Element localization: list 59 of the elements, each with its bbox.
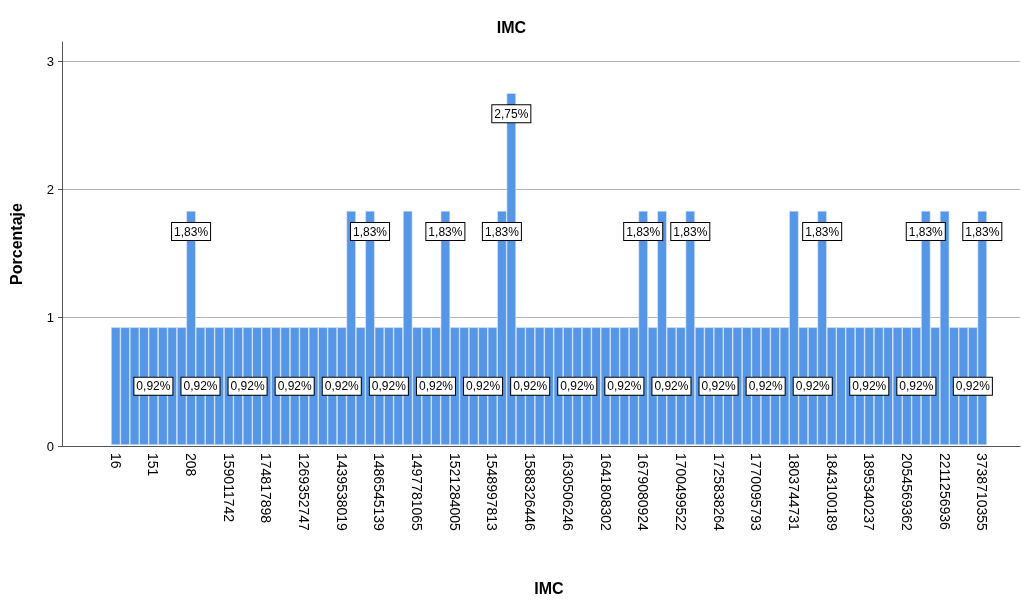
data-label: 0,92% <box>230 379 265 394</box>
data-label: 1,83% <box>805 224 840 239</box>
data-label: 0,92% <box>466 379 501 394</box>
x-tick-label: 1269352747 <box>296 453 313 532</box>
data-label: 0,92% <box>955 379 991 394</box>
x-tick-label: 1486545139 <box>371 453 388 532</box>
x-tick-label: 16 <box>107 453 124 469</box>
x-tick-label: 1588326446 <box>522 453 539 532</box>
data-label: 0,92% <box>324 379 360 394</box>
x-tick-label: 159011742 <box>220 453 237 523</box>
y-tick-label: 1 <box>46 310 54 326</box>
data-label: 0,92% <box>418 379 454 394</box>
chart-title: IMC <box>496 18 527 36</box>
x-tick-label: 2054569362 <box>898 453 915 532</box>
data-label: 0,92% <box>701 379 736 394</box>
data-label: 1,83% <box>626 224 661 239</box>
x-tick-label: 151 <box>145 453 162 477</box>
x-tick-label: 1548997813 <box>484 453 501 532</box>
x-tick-label: 1641808302 <box>597 453 614 532</box>
x-tick-label: 1497781065 <box>409 453 426 532</box>
data-label: 0,92% <box>560 379 595 394</box>
x-tick-label: 1725838264 <box>710 453 727 532</box>
data-label: 1,83% <box>673 224 708 239</box>
data-label: 0,92% <box>654 379 689 394</box>
x-tick-label: 1521284005 <box>446 453 463 532</box>
data-label: 1,83% <box>174 224 209 239</box>
y-axis-title: Porcentaje <box>7 202 25 285</box>
x-tick-label: 208 <box>183 453 200 477</box>
data-label: 0,92% <box>748 379 783 394</box>
x-tick-label: 1843100189 <box>823 453 840 532</box>
y-tick-label: 2 <box>46 181 54 197</box>
x-axis-title: IMC <box>534 579 565 597</box>
data-label: 2,75% <box>494 107 529 122</box>
data-label: 0,92% <box>607 379 642 394</box>
data-label: 0,92% <box>852 379 887 394</box>
x-tick-label: 1895340237 <box>861 453 878 532</box>
data-label: 1,83% <box>484 224 520 239</box>
data-label: 0,92% <box>371 379 407 394</box>
y-tick-label: 3 <box>46 53 54 69</box>
data-label: 0,92% <box>136 379 171 394</box>
x-tick-label: 1803744731 <box>785 453 802 532</box>
x-tick-label: 3738710355 <box>974 453 991 532</box>
data-label: 0,92% <box>513 379 548 394</box>
x-tick-label: 1700499522 <box>672 453 689 532</box>
x-tick-label: 1770095793 <box>748 453 765 532</box>
data-label: 0,92% <box>277 379 313 394</box>
x-tick-label: 174817898 <box>258 453 275 524</box>
data-label: 0,92% <box>795 379 831 394</box>
x-tick-label: 2211256936 <box>936 453 953 531</box>
data-label: 0,92% <box>183 379 218 394</box>
data-label: 1,83% <box>428 224 463 239</box>
y-tick-label: 0 <box>46 438 54 454</box>
data-label: 0,92% <box>899 379 934 394</box>
x-tick-label: 1630506246 <box>559 453 576 532</box>
data-label: 1,83% <box>908 224 944 239</box>
x-tick-label: 1679080924 <box>635 453 652 532</box>
data-label: 1,83% <box>353 224 388 239</box>
data-label: 1,83% <box>965 224 1000 239</box>
x-tick-label: 1439538019 <box>333 453 350 532</box>
